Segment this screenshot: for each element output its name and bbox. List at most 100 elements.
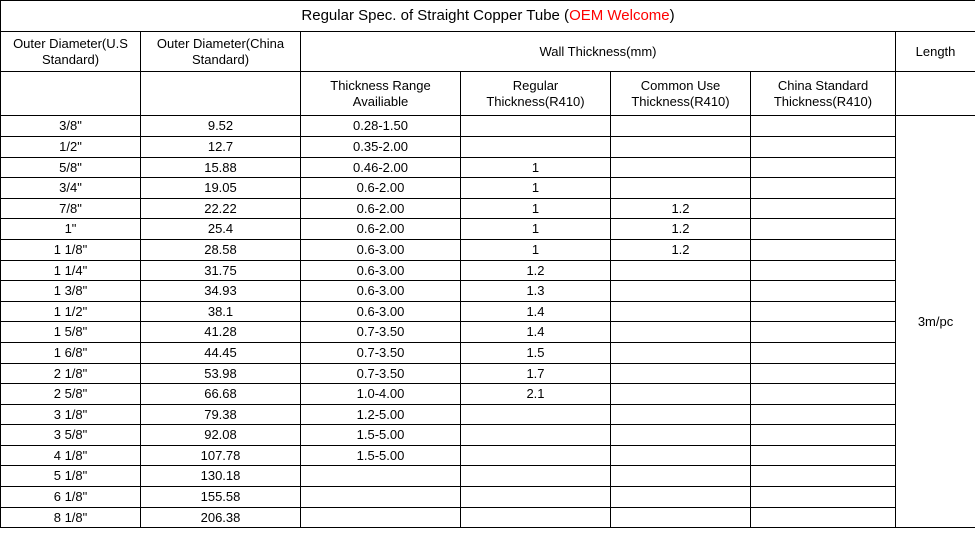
cell-thickness-range: 1.5-5.00	[301, 425, 461, 446]
subheader-length-blank	[896, 72, 975, 116]
cell-regular-thickness	[461, 136, 611, 157]
cell-od-us: 5/8"	[1, 157, 141, 178]
cell-cn-std-thickness	[751, 445, 896, 466]
cell-regular-thickness	[461, 116, 611, 137]
cell-od-us: 3/4"	[1, 178, 141, 199]
cell-regular-thickness: 1.3	[461, 281, 611, 302]
cell-thickness-range: 0.7-3.50	[301, 363, 461, 384]
cell-cn-std-thickness	[751, 198, 896, 219]
table-row: 1 5/8"41.280.7-3.501.4	[1, 322, 975, 343]
cell-common-thickness: 1.2	[611, 219, 751, 240]
cell-common-thickness	[611, 301, 751, 322]
subheader-thickness-range: Thickness Range Availiable	[301, 72, 461, 116]
table-row: 1 1/8"28.580.6-3.0011.2	[1, 239, 975, 260]
table-row: 1 3/8"34.930.6-3.001.3	[1, 281, 975, 302]
cell-common-thickness	[611, 384, 751, 405]
cell-cn-std-thickness	[751, 425, 896, 446]
cell-common-thickness	[611, 445, 751, 466]
cell-od-us: 1 5/8"	[1, 322, 141, 343]
title-row: Regular Spec. of Straight Copper Tube (O…	[1, 1, 975, 32]
cell-od-cn: 15.88	[141, 157, 301, 178]
table-row: 3 1/8"79.381.2-5.00	[1, 404, 975, 425]
subheader-od-us-blank	[1, 72, 141, 116]
table-row: 3/4"19.050.6-2.001	[1, 178, 975, 199]
table-title: Regular Spec. of Straight Copper Tube (O…	[1, 1, 975, 32]
title-prefix: Regular Spec. of Straight Copper Tube (	[301, 7, 569, 24]
cell-regular-thickness: 1	[461, 198, 611, 219]
cell-od-cn: 34.93	[141, 281, 301, 302]
cell-thickness-range: 1.0-4.00	[301, 384, 461, 405]
table-row: 1/2"12.70.35-2.00	[1, 136, 975, 157]
cell-cn-std-thickness	[751, 487, 896, 508]
table-row: 5/8"15.880.46-2.001	[1, 157, 975, 178]
header-wall-thickness: Wall Thickness(mm)	[301, 32, 896, 72]
header-od-cn: Outer Diameter(China Standard)	[141, 32, 301, 72]
subheader-regular-thickness: Regular Thickness(R410)	[461, 72, 611, 116]
table-row: 3/8"9.520.28-1.503m/pc	[1, 116, 975, 137]
cell-thickness-range: 0.7-3.50	[301, 342, 461, 363]
cell-od-cn: 130.18	[141, 466, 301, 487]
cell-od-cn: 66.68	[141, 384, 301, 405]
cell-common-thickness: 1.2	[611, 198, 751, 219]
table-row: 2 5/8"66.681.0-4.002.1	[1, 384, 975, 405]
cell-od-cn: 206.38	[141, 507, 301, 528]
cell-regular-thickness	[461, 404, 611, 425]
cell-thickness-range	[301, 487, 461, 508]
table-row: 6 1/8"155.58	[1, 487, 975, 508]
cell-cn-std-thickness	[751, 219, 896, 240]
cell-thickness-range	[301, 466, 461, 487]
cell-cn-std-thickness	[751, 281, 896, 302]
cell-od-us: 2 1/8"	[1, 363, 141, 384]
table-row: 1 1/2"38.10.6-3.001.4	[1, 301, 975, 322]
cell-cn-std-thickness	[751, 466, 896, 487]
header-row-2: Thickness Range Availiable Regular Thick…	[1, 72, 975, 116]
cell-common-thickness: 1.2	[611, 239, 751, 260]
cell-od-cn: 53.98	[141, 363, 301, 384]
table-row: 4 1/8"107.781.5-5.00	[1, 445, 975, 466]
table-row: 1 1/4"31.750.6-3.001.2	[1, 260, 975, 281]
cell-regular-thickness: 2.1	[461, 384, 611, 405]
cell-cn-std-thickness	[751, 384, 896, 405]
cell-od-cn: 107.78	[141, 445, 301, 466]
cell-regular-thickness: 1	[461, 178, 611, 199]
title-oem: OEM Welcome	[569, 7, 670, 24]
cell-od-cn: 9.52	[141, 116, 301, 137]
table-row: 2 1/8"53.980.7-3.501.7	[1, 363, 975, 384]
cell-cn-std-thickness	[751, 157, 896, 178]
cell-cn-std-thickness	[751, 260, 896, 281]
cell-common-thickness	[611, 136, 751, 157]
cell-common-thickness	[611, 157, 751, 178]
cell-thickness-range: 0.28-1.50	[301, 116, 461, 137]
cell-od-cn: 25.4	[141, 219, 301, 240]
spec-table-container: Regular Spec. of Straight Copper Tube (O…	[0, 0, 975, 528]
header-row-1: Outer Diameter(U.S Standard) Outer Diame…	[1, 32, 975, 72]
cell-cn-std-thickness	[751, 507, 896, 528]
cell-od-cn: 31.75	[141, 260, 301, 281]
cell-regular-thickness: 1.5	[461, 342, 611, 363]
table-row: 8 1/8"206.38	[1, 507, 975, 528]
cell-thickness-range: 0.6-2.00	[301, 178, 461, 199]
cell-od-us: 2 5/8"	[1, 384, 141, 405]
cell-od-us: 3 5/8"	[1, 425, 141, 446]
cell-cn-std-thickness	[751, 342, 896, 363]
cell-od-cn: 79.38	[141, 404, 301, 425]
subheader-common-thickness: Common Use Thickness(R410)	[611, 72, 751, 116]
cell-regular-thickness	[461, 425, 611, 446]
table-row: 1"25.40.6-2.0011.2	[1, 219, 975, 240]
cell-thickness-range: 1.5-5.00	[301, 445, 461, 466]
cell-od-cn: 41.28	[141, 322, 301, 343]
cell-od-us: 1 3/8"	[1, 281, 141, 302]
cell-thickness-range: 0.6-3.00	[301, 239, 461, 260]
cell-cn-std-thickness	[751, 178, 896, 199]
cell-common-thickness	[611, 363, 751, 384]
cell-regular-thickness: 1.7	[461, 363, 611, 384]
cell-od-us: 4 1/8"	[1, 445, 141, 466]
cell-common-thickness	[611, 342, 751, 363]
cell-od-cn: 38.1	[141, 301, 301, 322]
cell-od-us: 1 6/8"	[1, 342, 141, 363]
cell-regular-thickness: 1	[461, 239, 611, 260]
cell-od-cn: 12.7	[141, 136, 301, 157]
cell-od-us: 1 1/2"	[1, 301, 141, 322]
cell-thickness-range: 0.46-2.00	[301, 157, 461, 178]
cell-od-cn: 19.05	[141, 178, 301, 199]
